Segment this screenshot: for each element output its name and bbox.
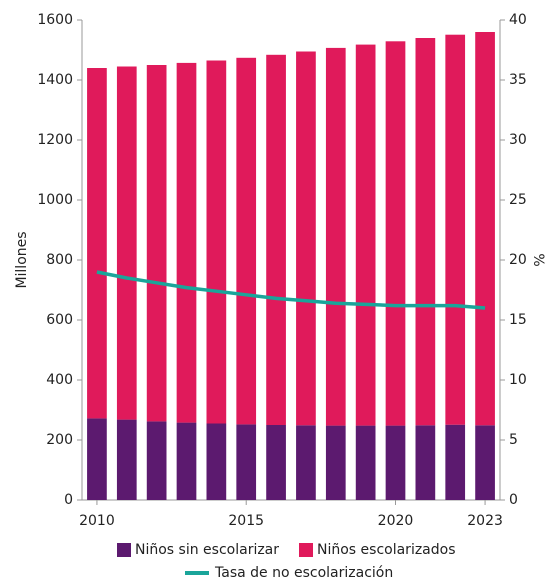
bar-segment [176, 62, 197, 423]
y2-axis-label: % [530, 253, 546, 266]
bar-segment [325, 47, 346, 426]
bar-segment [87, 418, 107, 500]
bar-segment [116, 419, 137, 500]
y2-tick-label: 30 [509, 132, 527, 148]
y2-tick-label: 20 [509, 252, 527, 268]
legend-label: Niños sin escolarizar [135, 542, 279, 558]
legend-label: Tasa de no escolarización [214, 565, 393, 581]
legend-label: Niños escolarizados [317, 542, 456, 558]
bar-segment [475, 32, 495, 426]
y2-tick-label: 5 [509, 432, 518, 448]
bar-segment [385, 425, 406, 500]
y-tick-label: 800 [46, 252, 73, 268]
bar-segment [266, 425, 286, 500]
x-tick-label: 2015 [228, 513, 264, 529]
bar-segment [445, 424, 466, 500]
bar-segment [415, 425, 436, 500]
bar-segment [296, 51, 316, 426]
y2-tick-label: 40 [509, 12, 527, 28]
y2-tick-label: 25 [509, 192, 527, 208]
bar-segment [146, 65, 167, 422]
bar-segment [236, 424, 257, 500]
rate-line [96, 270, 486, 310]
bar-segment [116, 66, 137, 420]
bar-segment [445, 34, 466, 425]
bar-segment [385, 41, 406, 426]
bar-segment [87, 68, 107, 419]
y2-tick-label: 0 [509, 492, 518, 508]
x-tick-label: 2020 [378, 513, 414, 529]
y-tick-label: 1200 [37, 132, 73, 148]
bar-segment [415, 38, 436, 426]
bar-segment [236, 57, 257, 425]
y-tick-label: 200 [46, 432, 73, 448]
y-tick-label: 600 [46, 312, 73, 328]
bar-segment [355, 425, 376, 500]
bar-segment [206, 60, 227, 424]
y2-tick-label: 15 [509, 312, 527, 328]
x-tick-label: 2010 [79, 513, 115, 529]
y-tick-label: 0 [64, 492, 73, 508]
y-tick-label: 1400 [37, 72, 73, 88]
y2-tick-label: 10 [509, 372, 527, 388]
y-axis-label: Millones [14, 231, 30, 288]
y-tick-label: 1000 [37, 192, 73, 208]
y-tick-label: 400 [46, 372, 73, 388]
legend-swatch [299, 543, 313, 557]
bar-segment [325, 425, 346, 500]
bar-segment [296, 425, 316, 500]
bar-segment [266, 54, 286, 426]
y2-tick-label: 35 [509, 72, 527, 88]
legend-swatch [117, 543, 131, 557]
bar-segment [176, 422, 197, 500]
x-tick-label: 2023 [467, 513, 503, 529]
bar-segment [206, 423, 227, 500]
bar-segment [146, 421, 167, 500]
bar-segment [355, 44, 376, 426]
y-tick-label: 1600 [37, 12, 73, 28]
bar-segment [475, 425, 495, 500]
